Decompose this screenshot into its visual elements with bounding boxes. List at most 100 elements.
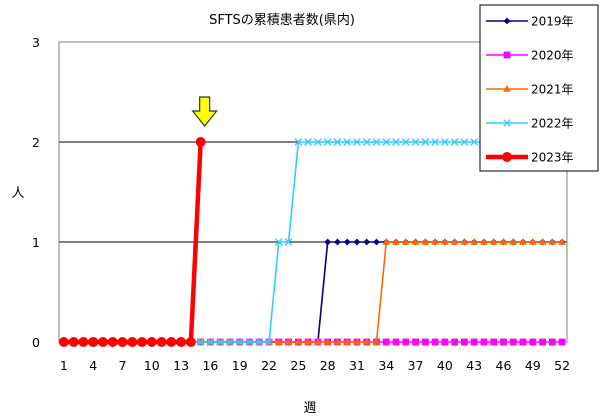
data-point — [402, 338, 410, 346]
data-point — [461, 338, 468, 346]
y-tick-label: 1 — [32, 235, 40, 250]
data-point — [382, 138, 391, 146]
data-point — [362, 338, 371, 345]
data-point — [431, 338, 439, 346]
legend-entry: 2019年 — [486, 15, 574, 29]
data-point — [392, 138, 400, 146]
x-tick-label: 49 — [525, 358, 541, 373]
y-tick-label: 2 — [32, 135, 40, 150]
x-tick-label: 34 — [378, 358, 394, 373]
data-point — [489, 238, 498, 245]
legend-swatch-marker — [502, 152, 512, 162]
legend-entry: 2023年 — [486, 151, 574, 165]
chart-title: SFTSの累積患者数(県内) — [209, 12, 355, 28]
data-point — [363, 238, 371, 246]
data-point — [431, 238, 439, 245]
x-tick-label: 1 — [60, 358, 68, 373]
data-point — [294, 338, 303, 345]
x-tick-label: 52 — [554, 358, 570, 373]
data-point — [176, 337, 187, 347]
x-tick-label: 19 — [232, 358, 248, 373]
y-tick-label: 3 — [32, 35, 40, 50]
data-point — [117, 337, 128, 347]
data-point — [441, 238, 449, 245]
data-point — [284, 338, 293, 345]
x-tick-label: 43 — [466, 358, 482, 373]
x-tick-label: 7 — [119, 358, 127, 373]
data-point — [156, 337, 167, 347]
data-point — [470, 238, 478, 245]
data-point — [78, 337, 89, 347]
data-point — [558, 338, 566, 346]
x-tick-label: 28 — [320, 358, 336, 373]
data-point — [333, 338, 342, 345]
data-point — [412, 338, 419, 346]
data-point — [480, 238, 488, 245]
legend-box — [479, 4, 599, 172]
data-point — [373, 238, 380, 246]
x-tick-label: 22 — [261, 358, 277, 373]
data-point — [195, 137, 206, 147]
data-point — [529, 338, 537, 346]
data-point — [500, 338, 507, 346]
data-point — [343, 338, 351, 345]
data-point — [304, 138, 313, 146]
data-point — [421, 138, 430, 146]
data-point — [255, 338, 264, 346]
data-point — [362, 138, 371, 146]
data-point — [343, 238, 351, 246]
legend: 2019年 2020年 2021年 2022年 2023年 — [479, 4, 599, 172]
data-point — [509, 238, 518, 245]
data-point — [206, 338, 215, 346]
data-point — [392, 238, 400, 245]
legend-entry: 2020年 — [486, 49, 574, 63]
data-point — [265, 338, 273, 346]
arrow-shape — [191, 96, 218, 127]
legend-label: 2021年 — [531, 83, 574, 97]
x-axis-ticks: 1 4 7 10 13 16 19 22 25 28 31 34 37 40 43 46 49 52 — [60, 358, 570, 373]
data-point — [185, 337, 196, 347]
data-point — [353, 338, 361, 345]
data-point — [58, 337, 69, 347]
data-point — [450, 238, 459, 245]
data-point — [107, 337, 118, 347]
data-point — [509, 338, 517, 346]
data-point — [440, 138, 449, 146]
data-point — [411, 138, 420, 146]
data-point — [323, 138, 332, 146]
legend-label: 2020年 — [531, 49, 574, 63]
data-point — [166, 337, 177, 347]
data-point — [499, 238, 508, 245]
data-point — [519, 238, 527, 245]
data-point — [324, 238, 332, 246]
data-point — [539, 338, 546, 346]
x-tick-label: 16 — [202, 358, 218, 373]
data-point — [450, 138, 459, 146]
yellow-down-arrow-icon — [191, 96, 218, 127]
data-point — [226, 338, 234, 346]
data-point — [245, 338, 254, 346]
x-tick-label: 37 — [408, 358, 424, 373]
data-point — [313, 138, 322, 146]
data-point — [558, 238, 566, 245]
legend-label: 2022年 — [531, 117, 574, 131]
data-point — [411, 238, 420, 245]
data-point — [548, 338, 556, 346]
data-point — [529, 238, 537, 245]
data-point — [460, 138, 469, 146]
data-point — [353, 238, 361, 246]
legend-swatch-marker — [503, 119, 511, 127]
series-5 — [58, 137, 206, 347]
data-point — [68, 337, 79, 347]
y-axis-label: 人 — [11, 186, 24, 201]
x-tick-label: 46 — [496, 358, 512, 373]
data-point — [519, 338, 527, 346]
data-point — [294, 138, 303, 146]
data-point — [88, 337, 99, 347]
data-point — [235, 338, 244, 346]
data-point — [372, 138, 381, 146]
data-point — [480, 338, 488, 346]
legend-label: 2019年 — [531, 15, 574, 29]
